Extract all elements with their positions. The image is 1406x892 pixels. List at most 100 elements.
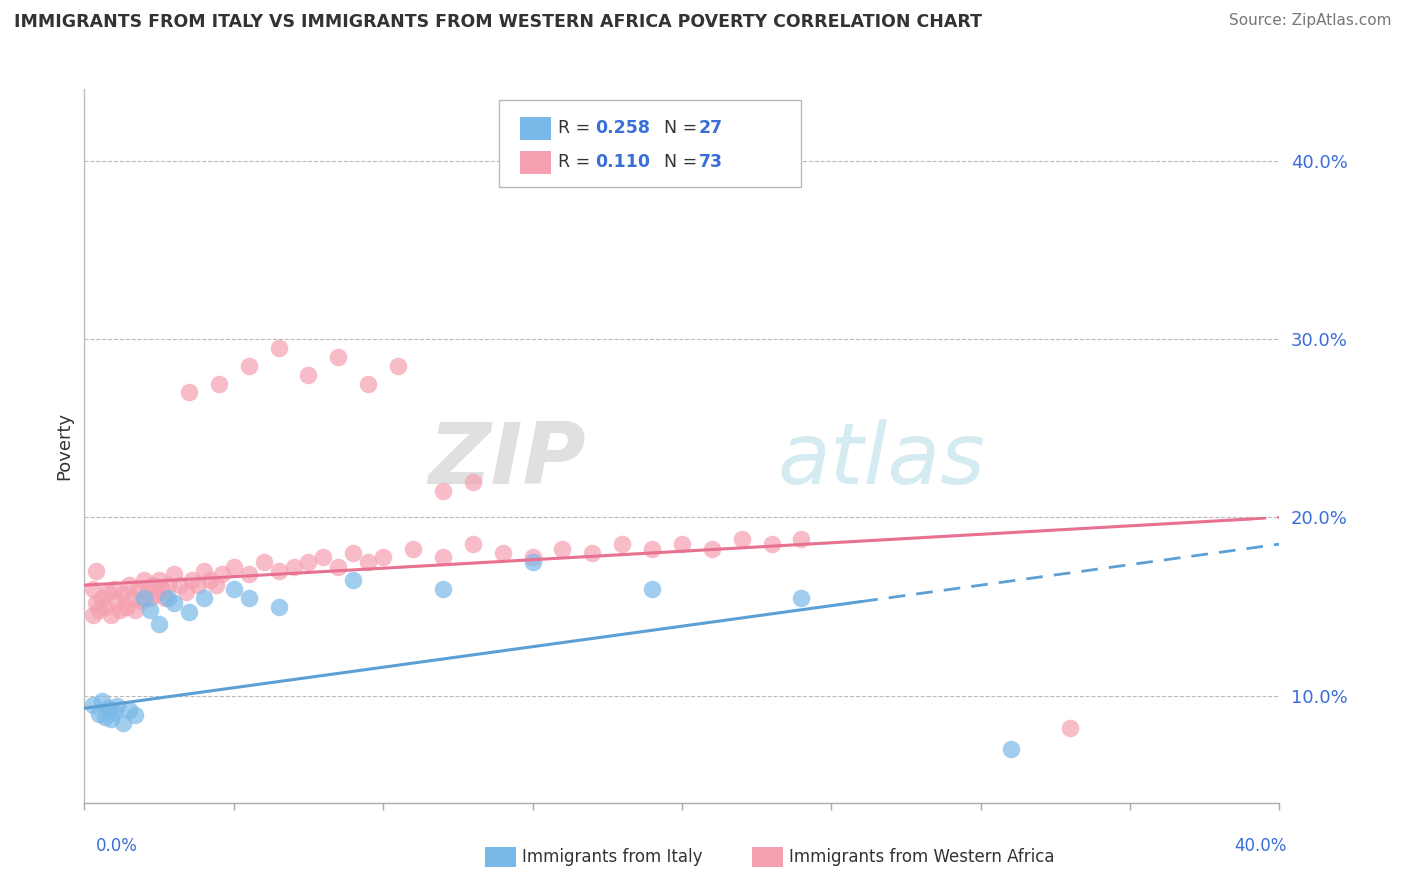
Point bbox=[211, 567, 233, 582]
Point bbox=[222, 582, 245, 596]
Point bbox=[103, 582, 125, 596]
Point bbox=[169, 578, 191, 592]
Point bbox=[328, 560, 350, 574]
Point bbox=[103, 705, 125, 719]
Point bbox=[193, 591, 215, 605]
Point bbox=[198, 573, 221, 587]
Point bbox=[89, 706, 111, 721]
Point bbox=[177, 385, 200, 400]
Point bbox=[142, 578, 165, 592]
Text: N =: N = bbox=[664, 153, 703, 171]
Point bbox=[641, 542, 664, 557]
Point bbox=[492, 546, 515, 560]
Point bbox=[267, 564, 290, 578]
Point bbox=[177, 605, 200, 619]
Point bbox=[205, 578, 228, 592]
Point bbox=[148, 573, 170, 587]
Point bbox=[581, 546, 603, 560]
Point bbox=[671, 537, 693, 551]
Point bbox=[97, 585, 120, 599]
Point bbox=[100, 712, 122, 726]
Point bbox=[357, 376, 380, 391]
Text: atlas: atlas bbox=[778, 418, 986, 502]
Point bbox=[148, 617, 170, 632]
Point bbox=[157, 578, 180, 592]
Point bbox=[91, 591, 114, 605]
Point bbox=[790, 591, 813, 605]
Point bbox=[112, 715, 135, 730]
Point bbox=[139, 591, 162, 605]
Point bbox=[112, 587, 135, 601]
Point bbox=[91, 694, 114, 708]
Y-axis label: Poverty: Poverty bbox=[55, 412, 73, 480]
Point bbox=[297, 555, 319, 569]
Point bbox=[551, 542, 574, 557]
Point bbox=[402, 542, 425, 557]
Point bbox=[100, 608, 122, 623]
Point bbox=[118, 578, 141, 592]
Point bbox=[82, 608, 104, 623]
Point bbox=[97, 701, 120, 715]
Text: ZIP: ZIP bbox=[429, 418, 586, 502]
Point bbox=[432, 582, 454, 596]
Point bbox=[267, 341, 290, 355]
Point bbox=[89, 603, 111, 617]
Point bbox=[139, 603, 162, 617]
Point bbox=[357, 555, 380, 569]
Point bbox=[136, 585, 159, 599]
Point bbox=[129, 594, 152, 608]
Point bbox=[115, 599, 138, 614]
Point bbox=[1000, 742, 1022, 756]
Point bbox=[121, 591, 143, 605]
Point bbox=[731, 532, 754, 546]
Text: 0.110: 0.110 bbox=[595, 153, 650, 171]
Point bbox=[267, 599, 290, 614]
Point bbox=[163, 567, 186, 582]
Point bbox=[132, 591, 156, 605]
Point bbox=[94, 710, 117, 724]
Text: Immigrants from Italy: Immigrants from Italy bbox=[522, 848, 702, 866]
Text: 73: 73 bbox=[699, 153, 723, 171]
Point bbox=[238, 567, 260, 582]
Point bbox=[132, 573, 156, 587]
Text: 40.0%: 40.0% bbox=[1234, 837, 1286, 855]
Point bbox=[297, 368, 319, 382]
Point bbox=[1059, 721, 1081, 735]
Point bbox=[94, 599, 117, 614]
Point bbox=[86, 596, 108, 610]
Point bbox=[432, 483, 454, 498]
Point bbox=[163, 596, 186, 610]
Point bbox=[238, 591, 260, 605]
Text: R =: R = bbox=[558, 153, 596, 171]
Point bbox=[253, 555, 276, 569]
Point bbox=[283, 560, 305, 574]
Point bbox=[145, 587, 167, 601]
Point bbox=[790, 532, 813, 546]
Point bbox=[187, 578, 209, 592]
Point bbox=[127, 582, 149, 596]
Point bbox=[157, 591, 180, 605]
Point bbox=[118, 703, 141, 717]
Point bbox=[387, 359, 409, 373]
Point bbox=[432, 549, 454, 564]
Point bbox=[342, 546, 364, 560]
Point bbox=[522, 549, 544, 564]
Point bbox=[641, 582, 664, 596]
Point bbox=[86, 564, 108, 578]
Text: R =: R = bbox=[558, 120, 596, 137]
Point bbox=[312, 549, 335, 564]
Text: IMMIGRANTS FROM ITALY VS IMMIGRANTS FROM WESTERN AFRICA POVERTY CORRELATION CHAR: IMMIGRANTS FROM ITALY VS IMMIGRANTS FROM… bbox=[14, 13, 981, 31]
Point bbox=[373, 549, 395, 564]
Text: 0.258: 0.258 bbox=[595, 120, 650, 137]
Point bbox=[208, 376, 231, 391]
Point bbox=[124, 708, 146, 723]
Point bbox=[124, 603, 146, 617]
Point bbox=[150, 582, 173, 596]
Text: Source: ZipAtlas.com: Source: ZipAtlas.com bbox=[1229, 13, 1392, 29]
Text: 27: 27 bbox=[699, 120, 723, 137]
Point bbox=[700, 542, 723, 557]
Point bbox=[238, 359, 260, 373]
Point bbox=[174, 585, 197, 599]
Point bbox=[522, 555, 544, 569]
Point bbox=[193, 564, 215, 578]
